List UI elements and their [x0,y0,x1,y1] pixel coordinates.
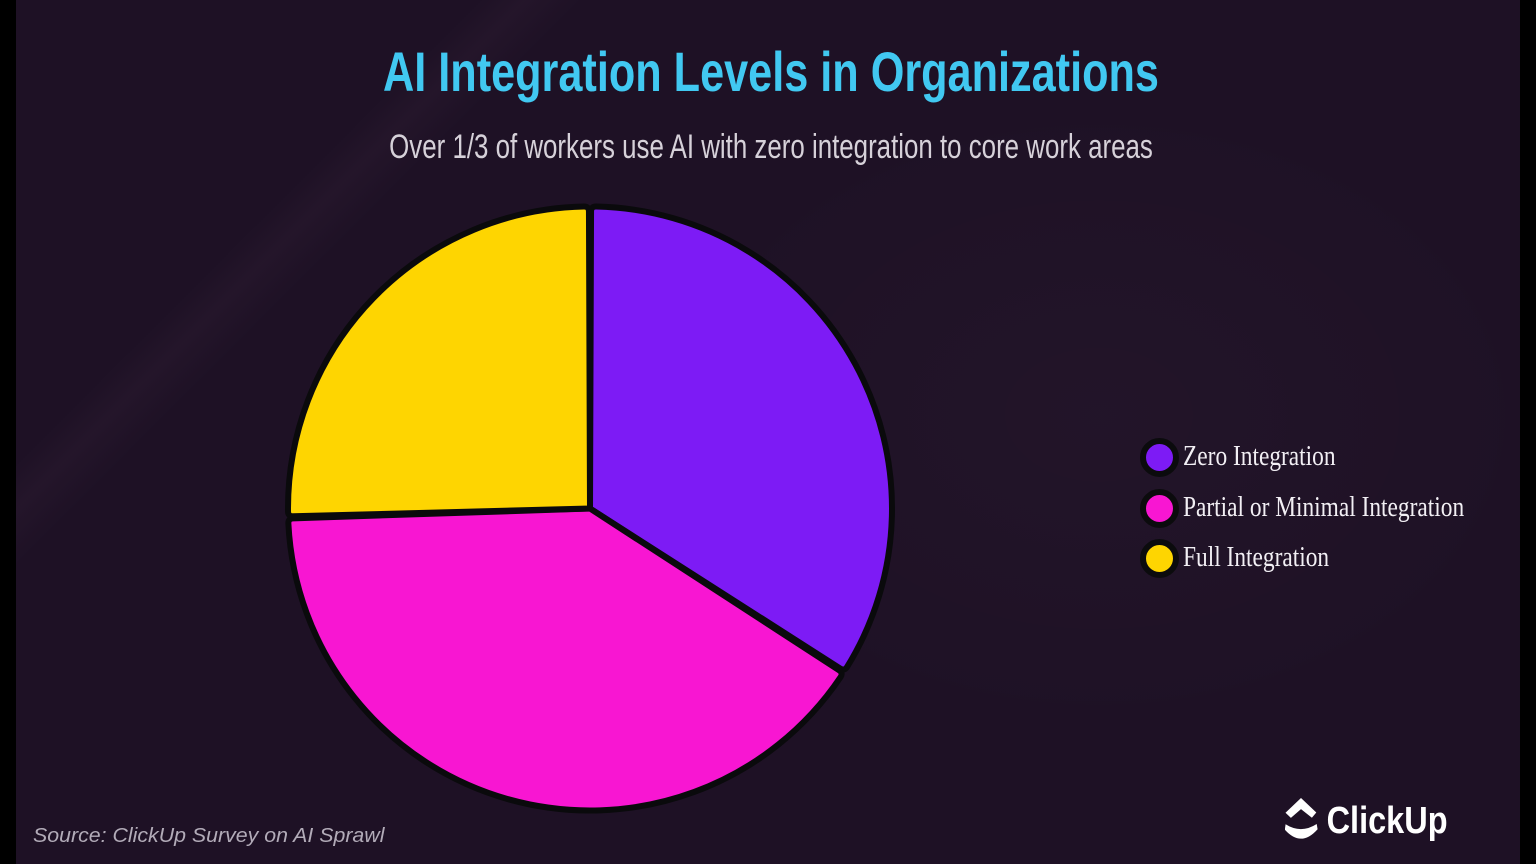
svg-text:ClickUp: ClickUp [1327,800,1448,842]
